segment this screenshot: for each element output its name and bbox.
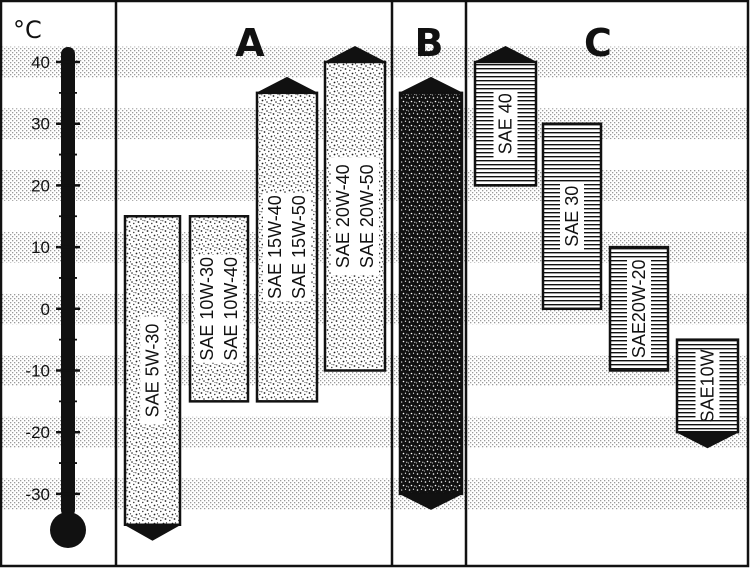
temperature-tick-label: 30	[31, 115, 50, 134]
bar-arrow-up	[256, 76, 318, 93]
range-bar: SAE 40	[473, 46, 538, 187]
range-bar	[398, 76, 464, 510]
bar-body	[398, 91, 464, 496]
temperature-tick-label: -20	[25, 423, 50, 442]
thermometer	[50, 47, 86, 548]
range-bar: SAE 20W-40 SAE 20W-50	[323, 46, 387, 372]
thermometer-bulb	[50, 512, 86, 548]
bar-label: SAE 20W-40	[333, 164, 353, 268]
range-bar: SAE 30	[541, 122, 603, 311]
bar-label: SAE 15W-50	[289, 195, 309, 299]
bar-label-background	[331, 157, 379, 276]
thermometer-scale: 40 30 20 10 0 -10 -20 -30	[25, 53, 80, 504]
bar-arrow-up	[324, 46, 386, 62]
temperature-band	[1, 478, 748, 510]
bar-label-background	[195, 254, 243, 363]
bar-arrow-down	[124, 524, 181, 541]
bar-label: SAE 30	[562, 186, 582, 247]
bar-label: SAE 10W-40	[221, 257, 241, 361]
range-bar: SAE 15W-40 SAE 15W-50	[255, 76, 319, 403]
bar-label-background	[627, 259, 651, 358]
unit-label: °C	[13, 16, 42, 44]
range-bar: SAE 10W-30 SAE 10W-40	[188, 215, 250, 403]
range-bar: SAE20W-20	[608, 245, 670, 372]
bar-arrow-up	[474, 46, 537, 62]
bar-label: SAE10W	[698, 349, 718, 422]
column-heading-a: A	[235, 21, 265, 65]
bar-arrow-down	[399, 493, 463, 510]
bar-label: SAE20W-20	[629, 259, 649, 358]
bar-label-background	[560, 182, 584, 251]
bar-label: SAE 40	[496, 93, 516, 154]
temperature-tick-label: 40	[31, 53, 50, 72]
range-bar: SAE 5W-30	[123, 215, 182, 541]
temperature-tick-label: -10	[25, 362, 50, 381]
temperature-tick-label: 0	[41, 300, 50, 319]
bar-label: SAE 20W-50	[357, 164, 377, 268]
bar-label-background	[493, 89, 518, 158]
column-heading-b: B	[415, 21, 444, 65]
temperature-tick-label: -30	[25, 485, 50, 504]
bar-label: SAE 10W-30	[197, 257, 217, 361]
column-heading-c: C	[584, 21, 612, 65]
bar-label-background	[695, 351, 720, 420]
bar-label: SAE 15W-40	[265, 195, 285, 299]
bar-arrow-up	[399, 76, 463, 93]
bar-arrow-down	[676, 432, 739, 449]
bar-label: SAE 5W-30	[143, 324, 163, 418]
temperature-tick-label: 10	[31, 238, 50, 257]
bar-label-background	[140, 316, 165, 425]
bar-body	[541, 122, 603, 311]
temperature-tick-label: 20	[31, 176, 50, 195]
temperature-band	[1, 416, 748, 448]
bar-label-background	[263, 193, 311, 302]
range-bar: SAE10W	[675, 338, 740, 449]
thermometer-stem	[61, 47, 75, 517]
